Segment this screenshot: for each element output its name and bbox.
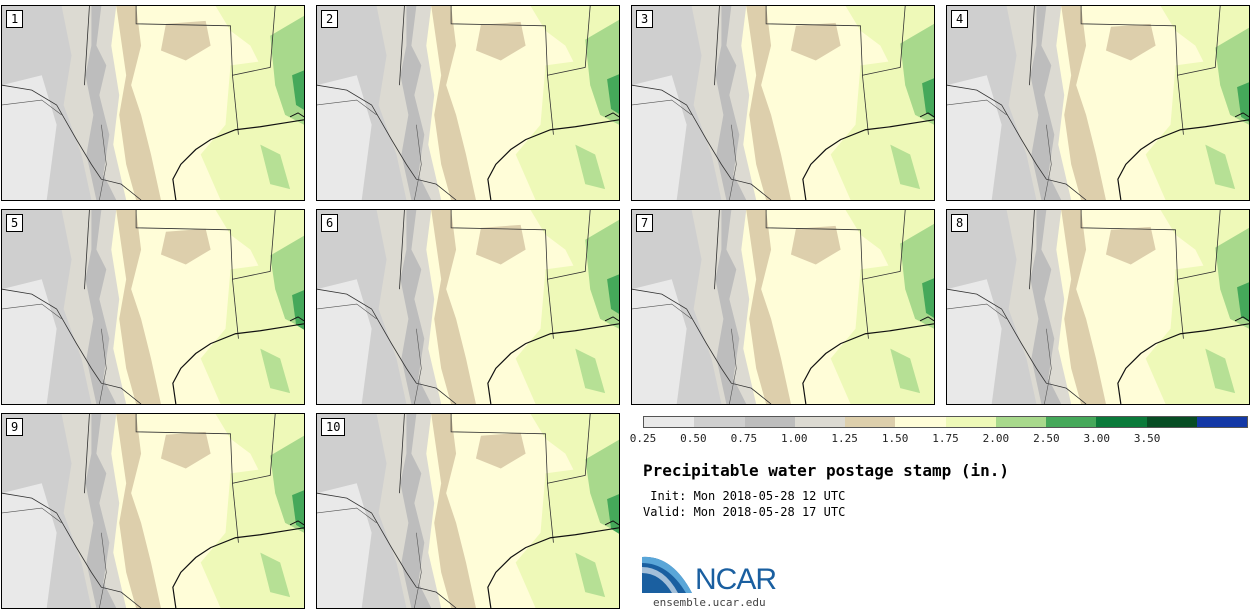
map-panel: 1	[1, 5, 305, 201]
map-field	[317, 414, 619, 608]
colorbar-swatch	[945, 417, 996, 427]
map-panel: 10	[316, 413, 620, 609]
colorbar-tick-label: 1.75	[932, 432, 959, 445]
colorbar-swatch	[895, 417, 946, 427]
map-field	[947, 210, 1249, 404]
panel-number: 5	[6, 214, 24, 232]
panel-number: 2	[321, 10, 339, 28]
panel-number: 4	[951, 10, 969, 28]
map-panel: 9	[1, 413, 305, 609]
map-panel: 4	[946, 5, 1250, 201]
colorbar-labels: 0.25 0.50 0.75 1.00 1.25 1.50 1.75 2.00 2.50 3.00…	[0, 432, 1260, 446]
colorbar-swatch	[744, 417, 795, 427]
colorbar-swatch	[1146, 417, 1197, 427]
colorbar-swatch	[1196, 417, 1247, 427]
panel-number: 1	[6, 10, 24, 28]
panel-number: 6	[321, 214, 339, 232]
colorbar-swatch	[1096, 417, 1147, 427]
panel-number: 10	[321, 418, 346, 436]
colorbar-tick-label: 3.00	[1083, 432, 1111, 445]
map-field	[2, 210, 304, 404]
ncar-logo-text: NCAR	[695, 563, 777, 596]
colorbar-tick-label: 0.50	[680, 432, 707, 445]
panel-number: 7	[636, 214, 654, 232]
colorbar-swatch	[694, 417, 745, 427]
colorbar-tick-label: 1.00	[781, 432, 808, 445]
panel-number: 3	[636, 10, 654, 28]
colorbar-tick-label: 1.50	[881, 432, 909, 445]
init-time: Init: Mon 2018-05-28 12 UTC	[643, 489, 846, 503]
map-panel: 8	[946, 209, 1250, 405]
colorbar-tick-label: 0.75	[730, 432, 758, 445]
map-field	[632, 210, 934, 404]
colorbar-swatch	[644, 417, 695, 427]
map-panel: 5	[1, 209, 305, 405]
map-field	[632, 6, 934, 200]
map-panel: 6	[316, 209, 620, 405]
colorbar-tick-label: 1.25	[831, 432, 858, 445]
colorbar-tick-label: 0.25	[629, 432, 657, 445]
colorbar-tick-label: 3.50	[1133, 432, 1161, 445]
colorbar-tick-label: 2.50	[1033, 432, 1060, 445]
colorbar	[643, 416, 1248, 428]
panel-number: 8	[951, 214, 969, 232]
colorbar-swatch	[845, 417, 896, 427]
colorbar-swatch	[794, 417, 845, 427]
site-url: ensemble.ucar.edu	[653, 596, 766, 609]
map-field	[2, 6, 304, 200]
figure-title: Precipitable water postage stamp (in.)	[643, 461, 1010, 480]
map-panel: 2	[316, 5, 620, 201]
map-field	[317, 210, 619, 404]
colorbar-swatch	[1046, 417, 1097, 427]
colorbar-tick-label: 2.00	[982, 432, 1010, 445]
map-field	[947, 6, 1249, 200]
panel-number: 9	[6, 418, 24, 436]
ncar-logo-icon	[642, 556, 692, 593]
map-field	[2, 414, 304, 608]
map-field	[317, 6, 619, 200]
map-panel: 3	[631, 5, 935, 201]
valid-time: Valid: Mon 2018-05-28 17 UTC	[643, 505, 846, 519]
map-panel: 7	[631, 209, 935, 405]
colorbar-swatch	[995, 417, 1046, 427]
